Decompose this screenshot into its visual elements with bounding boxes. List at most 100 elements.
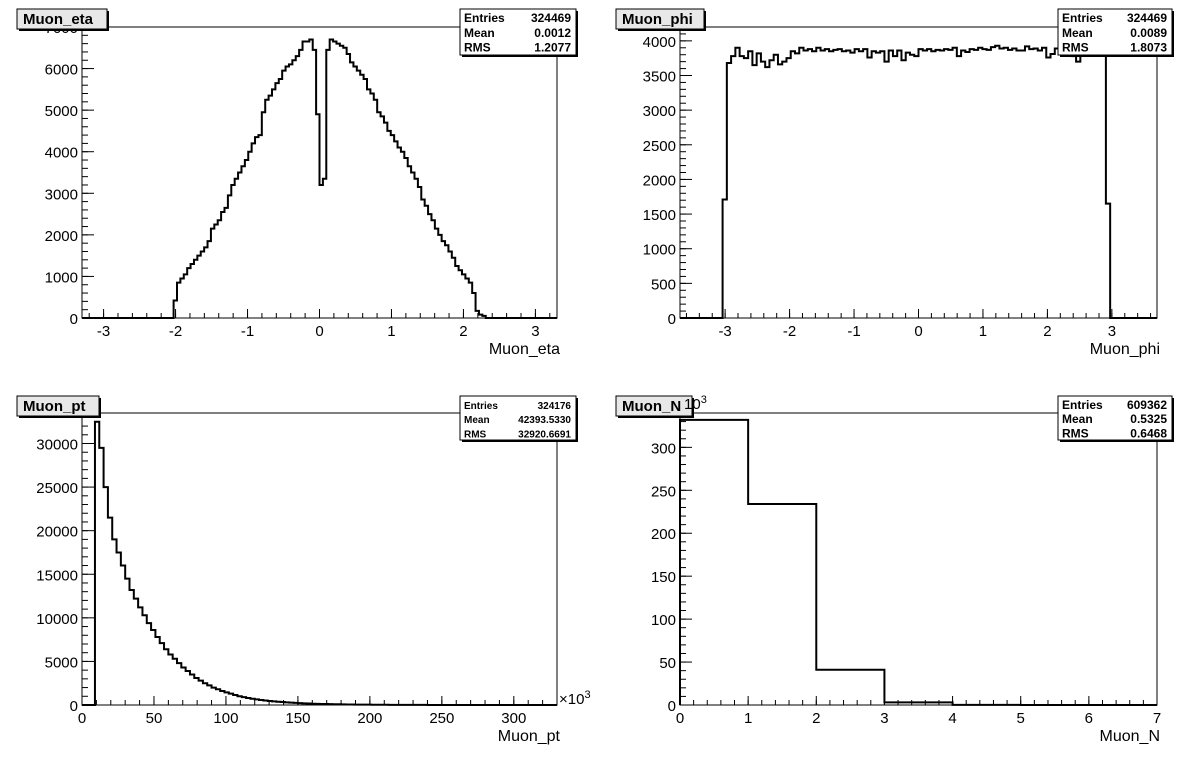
y-tick-label: 0 (668, 311, 676, 328)
x-tick-label: -1 (847, 323, 860, 340)
stats-label: Entries (464, 11, 505, 25)
stats-value: 0.0089 (1130, 26, 1167, 40)
histogram-series (82, 420, 557, 706)
x-tick-label: 6 (1085, 710, 1093, 727)
x-axis-label: Muon_eta (489, 341, 560, 358)
stats-label: Mean (464, 26, 495, 40)
x-tick-label: 3 (880, 710, 888, 727)
histogram-panel-2: -3 -2 -1 0 1 2 3 0 500 1000 1500 2000 2500 3000 3500 40… (615, 8, 1174, 358)
x-tick-label: 0 (676, 710, 684, 727)
histogram-panel-3: 0 50 100 150 200 250 300 0 5000 10000 15000 20000 25… (16, 395, 591, 745)
y-tick-label: 3000 (45, 186, 78, 203)
y-tick-label: 20000 (36, 524, 78, 541)
y-tick-label: 100 (651, 612, 676, 629)
y-tick-label: 1500 (643, 207, 676, 224)
y-tick-label: 150 (651, 569, 676, 586)
stats-value: 324176 (538, 401, 572, 412)
x-tick-label: 4 (948, 710, 956, 727)
x-tick-label: 2 (459, 323, 467, 340)
x-tick-label: -2 (169, 323, 182, 340)
x-tick-label: 1 (979, 323, 987, 340)
stats-value: 324469 (1127, 11, 1167, 25)
y-tick-label: 3500 (643, 69, 676, 86)
x-tick-label: 2 (1043, 323, 1051, 340)
stats-box (459, 395, 577, 441)
stats-label: RMS (464, 41, 491, 55)
stats-value: 1.2077 (534, 41, 571, 55)
y-tick-label: 5000 (45, 103, 78, 120)
histogram-panel-1: -3-2-1012301000200030004000500060007000M… (16, 8, 578, 358)
y-tick-label: 2000 (45, 228, 78, 245)
histogram-series (82, 38, 557, 319)
stats-value: 609362 (1127, 398, 1167, 412)
x-tick-label: 50 (146, 710, 163, 727)
x-axis-label: Muon_N (1100, 728, 1160, 745)
y-tick-label: 6000 (45, 62, 78, 79)
x-tick-label: 2 (812, 710, 820, 727)
histogram-title: Muon_phi (622, 11, 693, 28)
y-tick-label: 300 (651, 440, 676, 457)
x-tick-label: 150 (285, 710, 310, 727)
y-tick-label: 2500 (643, 138, 676, 155)
stats-label: Entries (1062, 11, 1103, 25)
plot-frame (81, 412, 558, 706)
stats-value: 324469 (531, 11, 571, 25)
y-tick-label: 0 (668, 698, 676, 715)
x-tick-label: -1 (241, 323, 254, 340)
stats-label: Entries (464, 401, 498, 412)
x-axis-multiplier: ×103 (559, 689, 591, 708)
x-tick-label: 3 (1108, 323, 1116, 340)
title-box (16, 8, 108, 30)
x-axis-label: Muon_phi (1090, 341, 1160, 358)
y-axis-multiplier: 103 (684, 394, 707, 413)
stats-value: 0.5325 (1130, 412, 1167, 426)
y-tick-label: 1000 (643, 242, 676, 259)
stats-label: Mean (1062, 26, 1093, 40)
stats-value: 42393.5330 (518, 415, 571, 426)
histogram-series (680, 44, 1157, 319)
y-tick-label: 0 (70, 311, 78, 328)
stats-box (459, 8, 577, 56)
y-tick-label: 30000 (36, 437, 78, 454)
x-tick-label: -2 (783, 323, 796, 340)
x-tick-label: 1 (744, 710, 752, 727)
x-tick-label: 100 (213, 710, 238, 727)
y-tick-label: 250 (651, 483, 676, 500)
stats-label: RMS (1062, 41, 1089, 55)
y-tick-label: 200 (651, 526, 676, 543)
x-tick-label: 7 (1153, 710, 1161, 727)
x-tick-label: 3 (531, 323, 539, 340)
y-tick-label: 4000 (45, 145, 78, 162)
y-tick-label: 1000 (45, 269, 78, 286)
y-tick-label: 3000 (643, 103, 676, 120)
stats-label: RMS (464, 429, 487, 440)
histogram-title: Muon_pt (23, 398, 85, 415)
stats-label: Mean (464, 415, 490, 426)
y-tick-label: 5000 (45, 654, 78, 671)
x-tick-label: -3 (97, 323, 110, 340)
histogram-title: Muon_eta (23, 11, 94, 28)
stats-label: RMS (1062, 426, 1089, 440)
y-tick-label: 50 (659, 655, 676, 672)
histogram-series (679, 418, 1157, 706)
x-tick-label: 0 (78, 710, 86, 727)
x-tick-label: 250 (429, 710, 454, 727)
stats-value: 0.6468 (1130, 426, 1167, 440)
stats-value: 32920.6691 (518, 429, 571, 440)
stats-value: 0.0012 (534, 26, 571, 40)
plot-frame (679, 26, 1158, 319)
x-tick-label: -3 (718, 323, 731, 340)
stats-box (1057, 395, 1173, 441)
title-box (615, 395, 693, 417)
x-axis-label: Muon_pt (498, 728, 561, 745)
title-box (16, 395, 100, 417)
stats-value: 1.8073 (1130, 41, 1167, 55)
x-tick-label: 300 (501, 710, 526, 727)
x-tick-label: 0 (315, 323, 323, 340)
histogram-title: Muon_N (622, 398, 681, 415)
y-tick-label: 4000 (643, 34, 676, 51)
y-tick-label: 25000 (36, 480, 78, 497)
stats-box (1057, 8, 1173, 56)
